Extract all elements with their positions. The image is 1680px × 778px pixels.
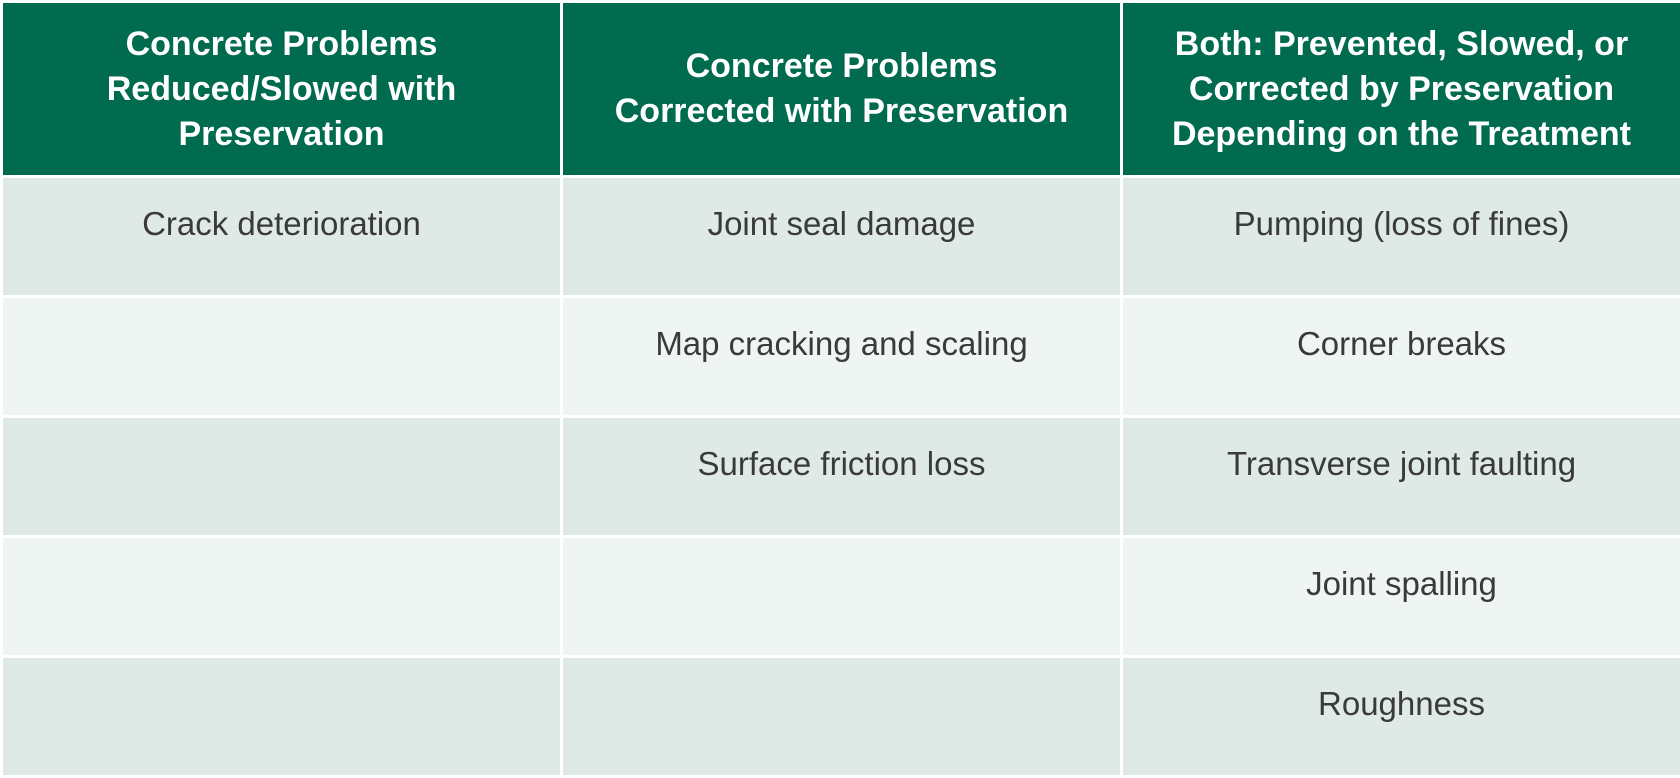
- table-cell: [2, 297, 562, 417]
- table-row: Map cracking and scaling Corner breaks: [2, 297, 1680, 417]
- table-cell: [2, 657, 562, 777]
- table-cell: Crack deterioration: [2, 177, 562, 297]
- table-row: Surface friction loss Transverse joint f…: [2, 417, 1680, 537]
- table-cell: Surface friction loss: [562, 417, 1122, 537]
- table-cell: Transverse joint faulting: [1122, 417, 1680, 537]
- table-cell: Pumping (loss of fines): [1122, 177, 1680, 297]
- table-cell: Map cracking and scaling: [562, 297, 1122, 417]
- table-cell: [562, 657, 1122, 777]
- table-row: Roughness: [2, 657, 1680, 777]
- table-row: Joint spalling: [2, 537, 1680, 657]
- table-cell: Roughness: [1122, 657, 1680, 777]
- table-cell: [2, 537, 562, 657]
- table-cell: Corner breaks: [1122, 297, 1680, 417]
- table-cell: [562, 537, 1122, 657]
- table-cell: [2, 417, 562, 537]
- table-cell: Joint seal damage: [562, 177, 1122, 297]
- table-row: Crack deterioration Joint seal damage Pu…: [2, 177, 1680, 297]
- table-cell: Joint spalling: [1122, 537, 1680, 657]
